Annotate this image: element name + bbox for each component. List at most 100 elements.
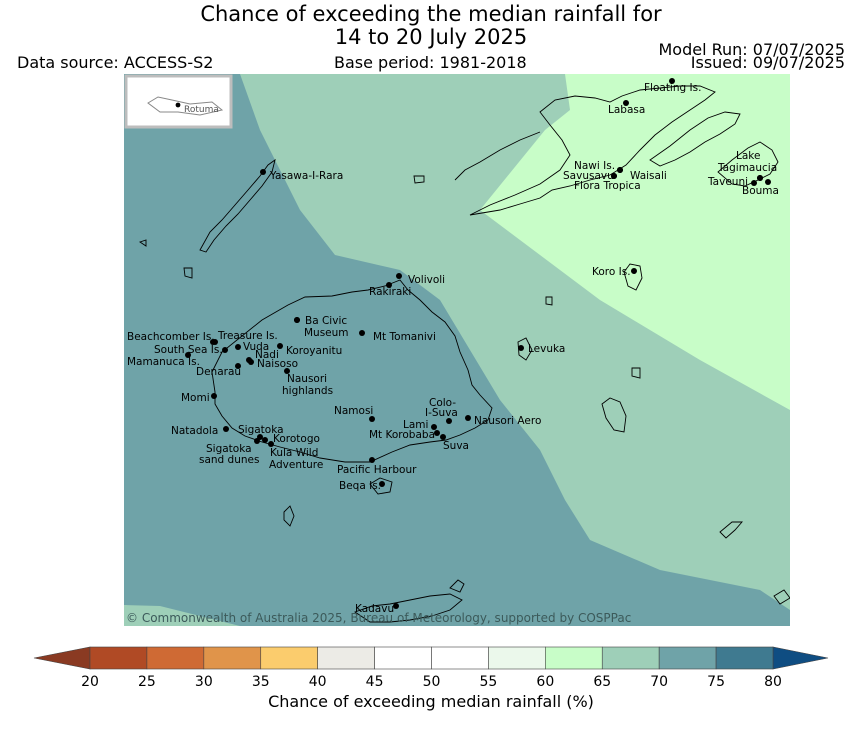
- colorbar-bin: [317, 646, 375, 670]
- place-label: Yasawa-I-Rara: [269, 170, 343, 182]
- rotuma-marker: [175, 102, 181, 108]
- place-marker: [386, 282, 392, 288]
- place-marker: [359, 330, 365, 336]
- colorbar-bin: [146, 646, 205, 670]
- vanua-levu-south-coast: [454, 131, 541, 181]
- small-island-4: [545, 296, 553, 306]
- place-marker: [631, 268, 637, 274]
- colorbar-bin: [488, 646, 546, 670]
- colorbar-tick-label: 75: [707, 674, 725, 690]
- place-marker: [669, 78, 675, 84]
- place-label: Naisoso: [257, 358, 298, 370]
- place-label: Sigatoka: [238, 424, 284, 436]
- place-marker: [294, 317, 300, 323]
- place-marker: [185, 352, 191, 358]
- place-label: Mt Korobaba: [369, 429, 435, 441]
- place-label: Natadola: [171, 425, 218, 437]
- beqa-coast: [369, 477, 393, 495]
- place-label: Suva: [443, 440, 469, 452]
- place-label: Bouma: [742, 185, 779, 197]
- place-marker: [277, 343, 283, 349]
- yasawa-coast: [199, 158, 276, 253]
- place-label: Nawi Is.: [574, 160, 615, 172]
- place-marker: [369, 457, 375, 463]
- place-marker: [260, 169, 266, 175]
- place-label: Kula Wild: [270, 447, 318, 459]
- place-label: Mamanuca Is.: [127, 356, 200, 368]
- place-marker: [369, 416, 375, 422]
- zone-65-70-corner: [124, 605, 240, 626]
- small-island-1: [283, 505, 295, 527]
- colorbar-tick-label: 25: [138, 674, 156, 690]
- place-label: sand dunes: [199, 454, 259, 466]
- colorbar-tick-label: 70: [650, 674, 668, 690]
- colorbar-tick-label: 35: [252, 674, 270, 690]
- place-label: Labasa: [608, 104, 645, 116]
- place-markers: Floating Is. Labasa Nawi Is.Savusavu Waisal…: [127, 78, 779, 615]
- place-label: Rakiraki: [369, 286, 411, 298]
- place-label: highlands: [282, 385, 333, 397]
- place-label: Waisali: [630, 170, 667, 182]
- rotuma-label: Rotuma: [184, 105, 219, 115]
- place-marker: [211, 393, 217, 399]
- small-island-2: [413, 175, 425, 184]
- place-marker: [396, 273, 402, 279]
- place-label: Flora Tropica: [574, 180, 641, 192]
- colorbar-tick-label: 60: [536, 674, 554, 690]
- place-label: Museum: [304, 327, 349, 339]
- issued-text: Issued: 09/07/2025: [690, 53, 845, 72]
- place-marker: [222, 347, 228, 353]
- colorbar-tick-label: 45: [366, 674, 384, 690]
- gau-coast: [601, 397, 627, 433]
- taveuni-north-coast: [649, 111, 741, 167]
- place-marker: [212, 339, 218, 345]
- map-title-line1: Chance of exceeding the median rainfall …: [200, 2, 662, 26]
- colorbar-over-arrow: [772, 646, 829, 670]
- colorbar-under-arrow: [33, 646, 91, 670]
- colorbar-tick-label: 50: [423, 674, 441, 690]
- place-label: Taveuni: [707, 176, 748, 188]
- map-panel: [124, 74, 790, 626]
- place-marker: [235, 363, 241, 369]
- place-label: Lami: [403, 419, 428, 431]
- small-island-3: [183, 267, 193, 279]
- colorbar-tick-label: 40: [309, 674, 327, 690]
- place-marker: [440, 434, 446, 440]
- place-label: Volivoli: [408, 274, 445, 286]
- place-marker: [248, 359, 254, 365]
- place-label: South Sea Is.: [154, 344, 223, 356]
- place-label: Momi: [181, 392, 210, 404]
- place-marker: [617, 167, 623, 173]
- place-marker: [268, 441, 274, 447]
- colorbar-tick-label: 80: [764, 674, 782, 690]
- place-label: Pacific Harbour: [337, 464, 417, 476]
- small-island-5: [631, 367, 641, 379]
- colorbar-bin: [431, 646, 489, 670]
- map-title-line2: 14 to 20 July 2025: [334, 25, 528, 49]
- place-label: Koro Is.: [592, 266, 631, 278]
- copyright-text: © Commonwealth of Australia 2025, Bureau…: [126, 611, 631, 625]
- place-marker: [751, 180, 757, 186]
- place-marker: [223, 426, 229, 432]
- place-label: Beachcomber Is.: [127, 331, 215, 343]
- ovalau-coast: [517, 337, 533, 361]
- colorbar-title: Chance of exceeding median rainfall (%): [268, 692, 594, 711]
- zone-70-75: [124, 74, 790, 626]
- place-marker: [757, 175, 763, 181]
- place-marker: [465, 415, 471, 421]
- colorbar-tick-label: 55: [480, 674, 498, 690]
- place-marker: [611, 173, 617, 179]
- colorbar-tick-label: 30: [195, 674, 213, 690]
- place-label: Mt Tomanivi: [373, 331, 436, 343]
- place-marker: [235, 344, 241, 350]
- place-label: Ba Civic: [305, 315, 347, 327]
- place-label: Namosi: [334, 405, 373, 417]
- place-marker: [393, 603, 399, 609]
- base-period-text: Base period: 1981-2018: [334, 53, 527, 72]
- small-island-6: [773, 589, 790, 605]
- place-label: Nausori Aero: [474, 415, 541, 427]
- place-marker: [434, 430, 440, 436]
- colorbar-bin: [601, 646, 660, 670]
- colorbar-bin: [89, 646, 148, 670]
